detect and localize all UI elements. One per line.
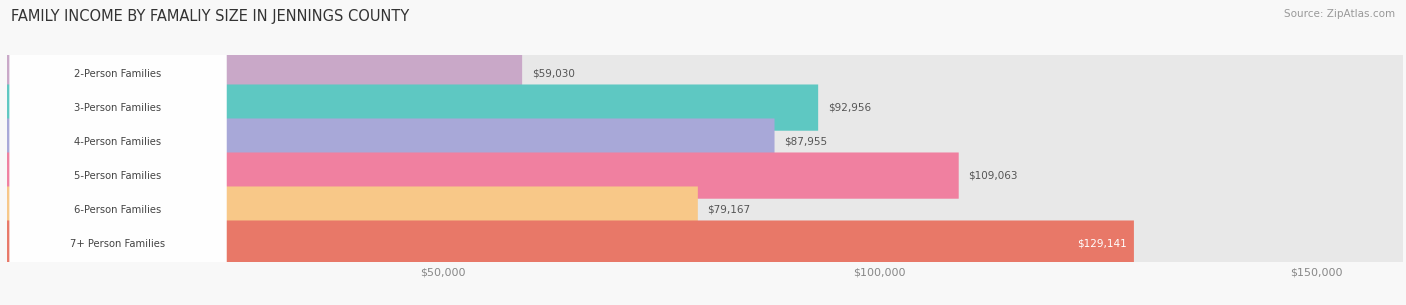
FancyBboxPatch shape xyxy=(7,51,522,97)
Text: $129,141: $129,141 xyxy=(1077,239,1128,249)
FancyBboxPatch shape xyxy=(10,0,226,305)
Text: $92,956: $92,956 xyxy=(828,102,872,113)
Text: 6-Person Families: 6-Person Families xyxy=(75,205,162,215)
Text: $87,955: $87,955 xyxy=(785,137,827,147)
FancyBboxPatch shape xyxy=(7,221,1133,267)
FancyBboxPatch shape xyxy=(7,118,775,165)
FancyBboxPatch shape xyxy=(7,84,1403,131)
FancyBboxPatch shape xyxy=(7,152,1403,199)
Text: $109,063: $109,063 xyxy=(969,170,1018,181)
FancyBboxPatch shape xyxy=(7,186,697,233)
Text: $79,167: $79,167 xyxy=(707,205,751,215)
FancyBboxPatch shape xyxy=(10,0,226,305)
FancyBboxPatch shape xyxy=(10,0,226,305)
FancyBboxPatch shape xyxy=(7,118,1403,165)
FancyBboxPatch shape xyxy=(10,0,226,305)
Text: FAMILY INCOME BY FAMALIY SIZE IN JENNINGS COUNTY: FAMILY INCOME BY FAMALIY SIZE IN JENNING… xyxy=(11,9,409,24)
Text: 5-Person Families: 5-Person Families xyxy=(75,170,162,181)
FancyBboxPatch shape xyxy=(10,0,226,305)
FancyBboxPatch shape xyxy=(10,0,226,305)
Text: 3-Person Families: 3-Person Families xyxy=(75,102,162,113)
FancyBboxPatch shape xyxy=(7,84,818,131)
FancyBboxPatch shape xyxy=(7,51,1403,97)
Text: Source: ZipAtlas.com: Source: ZipAtlas.com xyxy=(1284,9,1395,19)
Text: 2-Person Families: 2-Person Families xyxy=(75,69,162,79)
FancyBboxPatch shape xyxy=(7,221,1403,267)
Text: 7+ Person Families: 7+ Person Families xyxy=(70,239,166,249)
FancyBboxPatch shape xyxy=(7,152,959,199)
Text: 4-Person Families: 4-Person Families xyxy=(75,137,162,147)
Text: $59,030: $59,030 xyxy=(531,69,575,79)
FancyBboxPatch shape xyxy=(7,186,1403,233)
